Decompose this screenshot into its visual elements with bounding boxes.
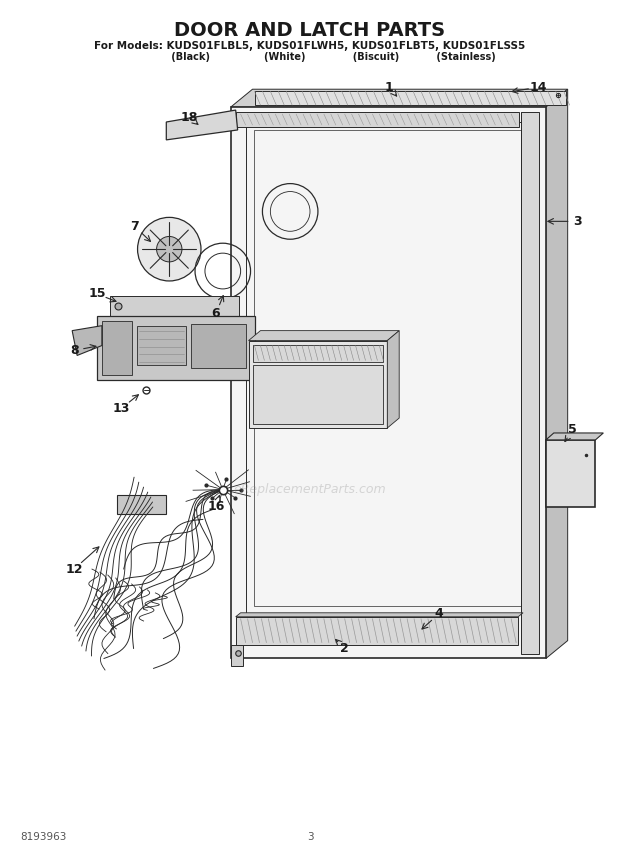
Text: 2: 2 <box>340 642 349 655</box>
Bar <box>110 296 239 316</box>
Polygon shape <box>236 617 518 645</box>
Text: 8: 8 <box>70 344 79 357</box>
Text: 12: 12 <box>65 562 83 575</box>
Text: 5: 5 <box>569 424 577 437</box>
Text: 7: 7 <box>130 220 139 233</box>
Text: 14: 14 <box>529 80 547 93</box>
Text: eReplacementParts.com: eReplacementParts.com <box>234 483 386 496</box>
Polygon shape <box>254 92 565 105</box>
Circle shape <box>157 236 182 262</box>
Text: 6: 6 <box>211 307 220 320</box>
Text: DOOR AND LATCH PARTS: DOOR AND LATCH PARTS <box>174 21 446 39</box>
Bar <box>254 130 523 606</box>
Polygon shape <box>546 433 603 440</box>
Text: 1: 1 <box>385 80 394 93</box>
Text: 8193963: 8193963 <box>20 832 67 842</box>
Bar <box>249 341 388 428</box>
Polygon shape <box>166 110 237 140</box>
Polygon shape <box>236 112 519 127</box>
Bar <box>246 122 531 614</box>
Text: 13: 13 <box>113 401 130 414</box>
Text: 3: 3 <box>574 215 582 228</box>
Bar <box>231 107 546 658</box>
Text: For Models: KUDS01FLBL5, KUDS01FLWH5, KUDS01FLBT5, KUDS01FLSS5: For Models: KUDS01FLBL5, KUDS01FLWH5, KU… <box>94 40 526 51</box>
Bar <box>136 325 186 366</box>
Bar <box>97 316 255 380</box>
Polygon shape <box>252 345 383 362</box>
Polygon shape <box>117 495 166 514</box>
Polygon shape <box>252 366 383 424</box>
Bar <box>231 645 242 667</box>
Polygon shape <box>231 89 568 107</box>
Bar <box>102 321 131 375</box>
Polygon shape <box>236 613 523 617</box>
Polygon shape <box>546 89 568 658</box>
Polygon shape <box>388 330 399 428</box>
Text: 15: 15 <box>88 288 105 300</box>
Polygon shape <box>249 330 399 341</box>
Circle shape <box>138 217 201 281</box>
Bar <box>191 324 246 368</box>
Bar <box>521 112 539 653</box>
Polygon shape <box>72 325 102 355</box>
Text: 18: 18 <box>180 110 198 123</box>
Text: 16: 16 <box>207 500 224 513</box>
Text: (Black)                (White)              (Biscuit)           (Stainless): (Black) (White) (Biscuit) (Stainless) <box>124 52 496 62</box>
Polygon shape <box>546 440 595 508</box>
Text: 4: 4 <box>435 607 443 621</box>
Text: 3: 3 <box>307 832 313 842</box>
